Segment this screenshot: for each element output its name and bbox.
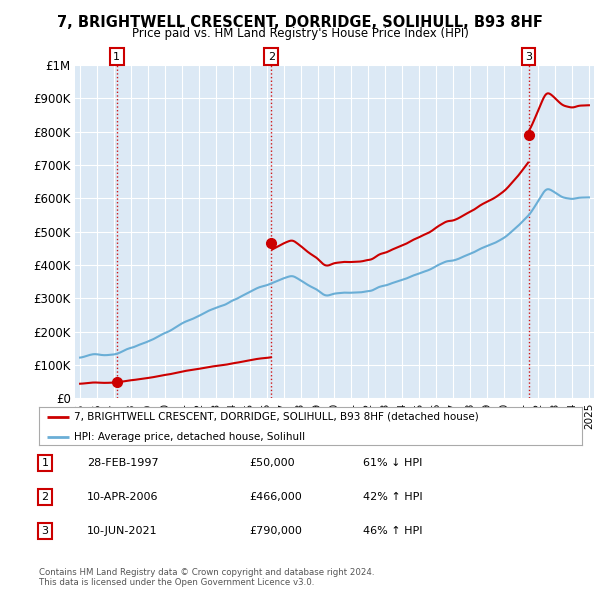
Text: 1: 1 xyxy=(113,51,120,61)
Text: Price paid vs. HM Land Registry's House Price Index (HPI): Price paid vs. HM Land Registry's House … xyxy=(131,27,469,40)
Text: 28-FEB-1997: 28-FEB-1997 xyxy=(87,458,158,468)
Text: 7, BRIGHTWELL CRESCENT, DORRIDGE, SOLIHULL, B93 8HF (detached house): 7, BRIGHTWELL CRESCENT, DORRIDGE, SOLIHU… xyxy=(74,412,479,422)
Text: £50,000: £50,000 xyxy=(249,458,295,468)
Text: 10-JUN-2021: 10-JUN-2021 xyxy=(87,526,158,536)
Text: 42% ↑ HPI: 42% ↑ HPI xyxy=(363,492,422,502)
Text: Contains HM Land Registry data © Crown copyright and database right 2024.
This d: Contains HM Land Registry data © Crown c… xyxy=(39,568,374,587)
Text: 61% ↓ HPI: 61% ↓ HPI xyxy=(363,458,422,468)
Text: 2: 2 xyxy=(41,492,49,502)
Text: 3: 3 xyxy=(525,51,532,61)
Text: 2: 2 xyxy=(268,51,275,61)
Text: £790,000: £790,000 xyxy=(249,526,302,536)
Text: 7, BRIGHTWELL CRESCENT, DORRIDGE, SOLIHULL, B93 8HF: 7, BRIGHTWELL CRESCENT, DORRIDGE, SOLIHU… xyxy=(57,15,543,30)
Text: 10-APR-2006: 10-APR-2006 xyxy=(87,492,158,502)
Text: 3: 3 xyxy=(41,526,49,536)
Text: HPI: Average price, detached house, Solihull: HPI: Average price, detached house, Soli… xyxy=(74,432,305,442)
Text: £466,000: £466,000 xyxy=(249,492,302,502)
Text: 46% ↑ HPI: 46% ↑ HPI xyxy=(363,526,422,536)
Text: 1: 1 xyxy=(41,458,49,468)
